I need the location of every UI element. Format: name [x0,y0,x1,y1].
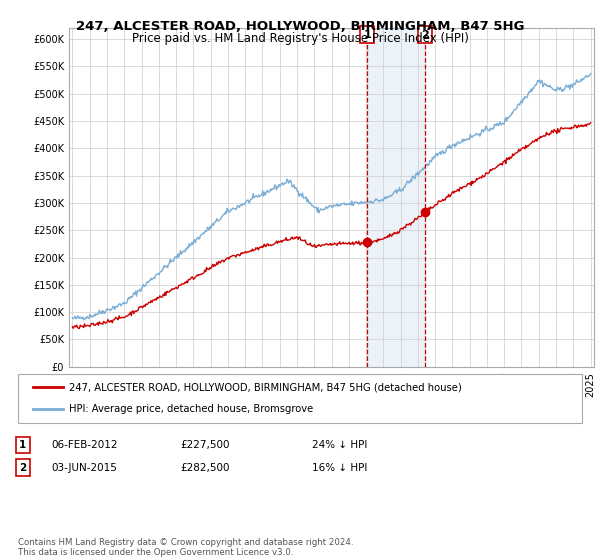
Text: 24% ↓ HPI: 24% ↓ HPI [312,440,367,450]
Text: £227,500: £227,500 [180,440,229,450]
Text: 247, ALCESTER ROAD, HOLLYWOOD, BIRMINGHAM, B47 5HG (detached house): 247, ALCESTER ROAD, HOLLYWOOD, BIRMINGHA… [69,382,462,393]
Text: 2: 2 [421,30,429,40]
Text: Contains HM Land Registry data © Crown copyright and database right 2024.
This d: Contains HM Land Registry data © Crown c… [18,538,353,557]
Text: 03-JUN-2015: 03-JUN-2015 [51,463,117,473]
Text: HPI: Average price, detached house, Bromsgrove: HPI: Average price, detached house, Brom… [69,404,313,414]
Text: Price paid vs. HM Land Registry's House Price Index (HPI): Price paid vs. HM Land Registry's House … [131,32,469,45]
Bar [367,28,425,367]
Text: 06-FEB-2012: 06-FEB-2012 [51,440,118,450]
Text: 16% ↓ HPI: 16% ↓ HPI [312,463,367,473]
Text: 2: 2 [19,463,26,473]
Text: £282,500: £282,500 [180,463,229,473]
Text: 1: 1 [19,440,26,450]
Text: 1: 1 [364,30,371,40]
Text: 247, ALCESTER ROAD, HOLLYWOOD, BIRMINGHAM, B47 5HG: 247, ALCESTER ROAD, HOLLYWOOD, BIRMINGHA… [76,20,524,32]
